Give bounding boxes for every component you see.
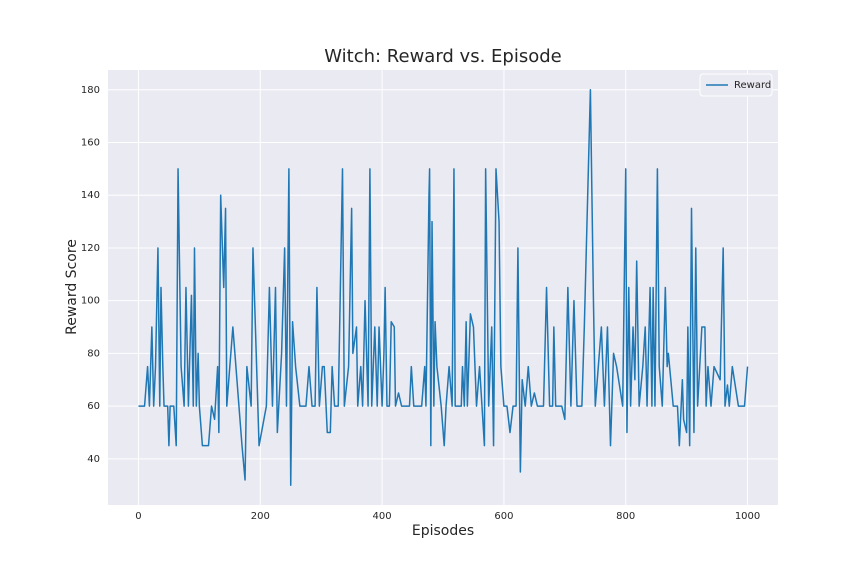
y-tick-label: 40	[87, 454, 100, 465]
data-line	[138, 89, 749, 486]
x-axis-label: Episodes	[412, 523, 474, 539]
y-tick-label: 80	[87, 348, 100, 359]
legend: Reward	[699, 73, 773, 97]
x-tick-label: 800	[616, 511, 635, 522]
x-tick-label: 0	[135, 511, 141, 522]
y-tick-label: 160	[81, 138, 100, 149]
x-tick-label: 1000	[735, 511, 760, 522]
legend-box	[699, 73, 773, 97]
legend-label: Reward	[734, 80, 771, 91]
x-tick-label: 400	[373, 511, 392, 522]
x-tick-label: 200	[251, 511, 270, 522]
y-tick-label: 140	[81, 190, 100, 201]
y-axis-label: Reward Score	[64, 239, 80, 335]
y-tick-label: 120	[81, 243, 100, 254]
y-tick-label: 180	[81, 85, 100, 96]
chart-title: Witch: Reward vs. Episode	[324, 46, 561, 67]
x-tick-label: 600	[494, 511, 513, 522]
y-tick-label: 60	[87, 401, 100, 412]
y-tick-label: 100	[81, 296, 100, 307]
